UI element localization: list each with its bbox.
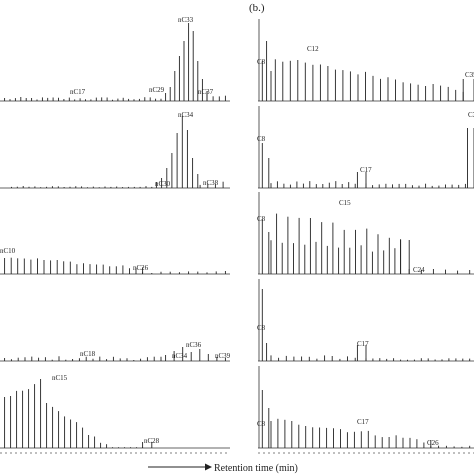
panel-left-4: nC18 nC34 nC36 nC39: [0, 341, 231, 362]
peak-label-left-3-0: nC10: [0, 247, 16, 255]
peak-label-left-2-1: nC34: [178, 111, 194, 119]
peak-label-left-1-1: nC29: [149, 86, 165, 94]
retention-time-caption: Retention time (min): [214, 463, 298, 474]
panel-right-1: C8 C12 C35: [257, 19, 474, 102]
peak-label-right-3-0: C8: [257, 215, 266, 223]
peak-label-right-4-1: C17: [357, 340, 369, 348]
panel-left-3: nC10 nC26: [0, 247, 230, 275]
peak-label-right-2-1: C17: [360, 166, 372, 174]
panel-right-4: C8 C17: [257, 279, 474, 362]
peak-label-left-5-0: nC15: [52, 374, 68, 382]
peak-label-left-4-0: nC18: [80, 350, 96, 358]
peak-label-left-4-1: nC34: [172, 352, 188, 360]
chromatogram-panels: nC17 nC29 nC33 nC37 nC30 nC34 nC38 nC10 nC26 nC18…: [0, 16, 474, 454]
peak-label-right-5-1: C17: [357, 418, 369, 426]
peak-label-left-1-0: nC17: [70, 88, 86, 96]
peak-label-left-3-1: nC26: [133, 264, 149, 272]
panel-right-5: C8 C17 C26: [257, 366, 474, 449]
peak-label-left-4-3: nC39: [215, 352, 231, 360]
peak-label-left-1-2: nC33: [178, 16, 194, 24]
peak-label-right-3-1: C15: [339, 199, 351, 207]
peak-label-left-5-1: nC28: [144, 437, 160, 445]
panel-left-1: nC17 nC29 nC33 nC37: [0, 16, 230, 102]
panel-right-3: C8 C15 C24: [257, 192, 474, 275]
peak-label-right-5-0: C8: [257, 420, 266, 428]
peak-label-left-2-0: nC30: [155, 180, 171, 188]
peak-label-left-1-3: nC37: [198, 88, 214, 96]
peak-label-left-4-2: nC36: [186, 341, 202, 349]
peak-label-right-3-2: C24: [413, 266, 425, 274]
panel-right-2: C8 C17 C3: [257, 106, 474, 189]
right-column-tag: (b.): [249, 2, 265, 14]
peak-label-right-4-0: C8: [257, 324, 266, 332]
panel-left-2: nC30 nC34 nC38: [0, 111, 230, 189]
peak-label-right-2-2: C3: [468, 111, 474, 119]
peak-label-right-1-2: C35: [465, 71, 474, 79]
peak-label-right-1-0: C8: [257, 58, 266, 66]
peak-label-right-5-2: C26: [427, 439, 439, 447]
peak-label-right-2-0: C8: [257, 135, 266, 143]
peak-label-left-2-2: nC38: [203, 179, 219, 187]
panel-left-5: nC15 nC28: [0, 374, 230, 449]
retention-time-arrowhead: [205, 463, 212, 471]
peak-label-right-1-1: C12: [307, 45, 319, 53]
